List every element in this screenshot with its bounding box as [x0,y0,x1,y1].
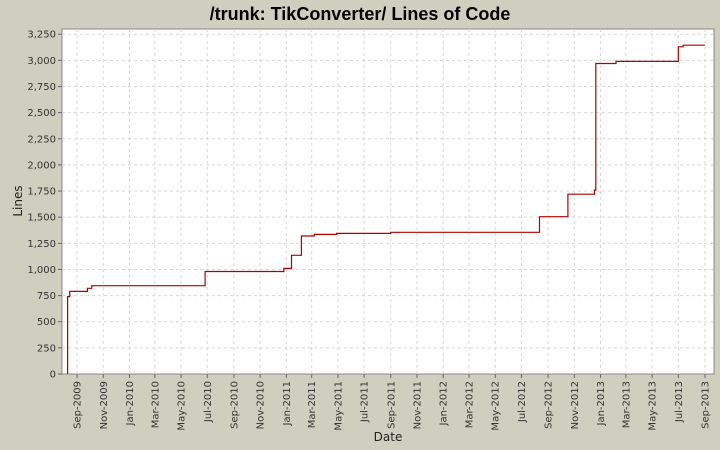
x-tick-label: Jul-2011 [360,381,371,423]
grid-lines [62,29,714,374]
y-tick-label: 2,250 [27,134,56,145]
x-tick-label: Jul-2012 [517,381,528,423]
x-tick-label: Nov-2011 [413,381,424,429]
data-point [283,267,285,269]
data-point [204,271,206,273]
plot-area [61,28,715,375]
data-point [615,60,617,62]
x-tick-label: May-2010 [177,381,188,431]
x-tick-label: Mar-2011 [307,381,318,428]
x-tick-label: Sep-2011 [386,381,397,429]
x-axis: Sep-2009 Nov-2009 Jan-2010 Mar-2010 May-2010… [73,374,711,431]
data-point [300,235,302,237]
x-tick-label: Sep-2013 [700,381,711,429]
data-point [91,285,93,287]
x-tick-label: May-2012 [491,381,502,431]
y-tick-label: 3,250 [27,30,56,41]
y-tick-label: 1,750 [27,187,56,198]
y-tick-label: 2,000 [27,160,56,171]
data-point [67,373,69,375]
x-tick-label: Jan-2013 [596,381,607,426]
data-point [336,232,338,234]
x-tick-label: Nov-2010 [256,381,267,429]
x-tick-label: Jul-2013 [674,381,685,423]
x-tick-label: Mar-2013 [621,381,632,428]
data-point [682,44,684,46]
y-tick-label: 2,500 [27,108,56,119]
x-tick-label: Jan-2012 [439,381,450,426]
x-tick-label: Nov-2009 [99,381,110,429]
series-layer [67,44,706,375]
x-tick-label: May-2013 [648,381,659,431]
data-point [69,290,71,292]
y-tick-label: 0 [50,370,56,381]
x-tick-label: Sep-2009 [73,381,84,429]
y-tick-label: 1,000 [27,265,56,276]
x-tick-label: Jan-2010 [125,381,136,426]
y-tick-label: 1,250 [27,239,56,250]
data-point [595,63,597,65]
y-tick-label: 250 [37,343,56,354]
chart-title: /trunk: TikConverter/ Lines of Code [210,4,511,24]
x-tick-label: Mar-2010 [150,381,161,428]
y-axis: 0 250 500 750 1,000 1,250 1,500 1,750 2,000 2,250… [27,30,62,381]
data-point [67,296,69,298]
data-point [539,216,541,218]
x-axis-title: Date [374,430,403,444]
data-point [313,233,315,235]
x-tick-label: Nov-2012 [570,381,581,429]
y-tick-label: 500 [37,317,56,328]
data-point [291,254,293,256]
data-point [594,189,596,191]
y-tick-label: 2,750 [27,82,56,93]
y-tick-label: 1,500 [27,213,56,224]
data-point [86,287,88,289]
y-axis-title: Lines [11,185,25,216]
x-tick-label: May-2011 [333,381,344,431]
data-point [704,44,706,46]
x-tick-label: Jul-2010 [203,381,214,423]
x-tick-label: Jan-2011 [282,381,293,426]
x-tick-label: Mar-2012 [465,381,476,428]
x-tick-label: Sep-2010 [229,381,240,429]
y-tick-label: 750 [37,291,56,302]
data-point [390,231,392,233]
data-point [677,46,679,48]
x-tick-label: Sep-2012 [544,381,555,429]
data-point [567,193,569,195]
series-line [67,44,705,374]
y-tick-label: 3,000 [27,56,56,67]
